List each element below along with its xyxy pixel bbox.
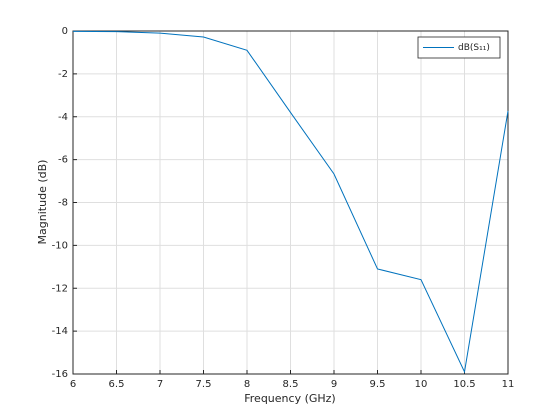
axes-box	[72, 30, 509, 375]
y-axis-label: Magnitude (dB)	[36, 160, 49, 245]
x-tick-label: 10	[415, 379, 428, 390]
x-tick-label: 7	[157, 379, 163, 390]
x-tick-label: 9.5	[370, 379, 386, 390]
y-tick-label: -16	[52, 369, 68, 380]
x-tick-label: 7.5	[196, 379, 212, 390]
y-tick-label: -12	[52, 283, 68, 294]
x-tick-label: 8	[244, 379, 250, 390]
x-tick-label: 10.5	[453, 379, 475, 390]
y-tick-label: -14	[52, 326, 68, 337]
x-tick-label: 9	[331, 379, 337, 390]
y-tick-label: -10	[52, 240, 68, 251]
x-tick-label: 6	[70, 379, 76, 390]
x-axis-label: Frequency (GHz)	[244, 392, 335, 405]
legend-box	[417, 36, 501, 59]
y-tick-label: -8	[58, 198, 68, 209]
data-line	[72, 30, 509, 374]
legend-label: dB(S₁₁)	[458, 43, 490, 53]
x-tick-label: 6.5	[109, 379, 125, 390]
y-tick-label: -4	[58, 112, 68, 123]
y-tick-label: 0	[62, 26, 68, 37]
y-tick-label: -6	[58, 155, 68, 166]
x-tick-label: 11	[502, 379, 515, 390]
y-tick-label: -2	[58, 69, 68, 80]
x-tick-label: 8.5	[283, 379, 299, 390]
